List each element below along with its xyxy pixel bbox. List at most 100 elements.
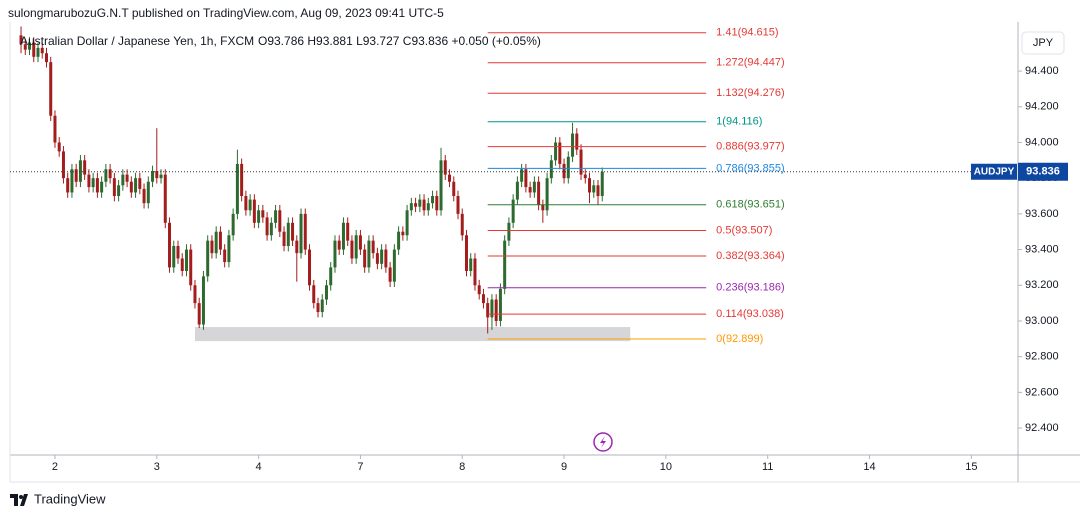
candle-body: [354, 235, 358, 259]
fib-label: 0.886(93.977): [716, 140, 785, 152]
candle-body: [528, 187, 532, 193]
symbol-title: Australian Dollar / Japanese Yen, 1h, FX…: [20, 34, 254, 48]
candle-body: [125, 174, 129, 182]
candle-body: [193, 285, 197, 304]
candle-body: [460, 213, 464, 236]
candle-body: [554, 142, 558, 161]
candle-body: [244, 196, 248, 211]
candle-body: [452, 181, 456, 197]
candle-body: [159, 174, 163, 179]
candle-body: [469, 258, 473, 271]
candle-body: [261, 210, 265, 218]
candle-body: [537, 181, 541, 205]
y-tick-label: 94.000: [1025, 136, 1059, 148]
candle-body: [448, 174, 452, 182]
candle-body: [291, 222, 295, 241]
candle-body: [23, 44, 27, 50]
candle-body: [592, 185, 596, 193]
candle-body: [36, 47, 40, 57]
candle-body: [558, 142, 562, 164]
x-tick-label: 2: [52, 461, 58, 473]
candle-body: [129, 181, 133, 193]
candle-body: [104, 169, 108, 182]
candle-body: [524, 169, 528, 188]
candle-body: [571, 133, 575, 157]
candle-body: [53, 115, 57, 143]
candle-body: [324, 285, 328, 300]
candle-body: [579, 149, 583, 175]
candle-body: [168, 222, 172, 268]
candle-body: [78, 160, 82, 182]
fib-label: 0.786(93.855): [716, 162, 785, 174]
candle-body: [66, 178, 70, 193]
candle-body: [380, 249, 384, 264]
candle-body: [426, 203, 430, 211]
ohlc-summary: O93.786 H93.881 L93.727 C93.836 +0.050 (…: [258, 34, 541, 48]
candle-body: [316, 303, 320, 313]
y-tick-label: 92.800: [1025, 351, 1059, 363]
fib-label: 1.132(94.276): [716, 87, 785, 99]
fib-label: 1.41(94.615): [716, 27, 778, 39]
candle-body: [350, 240, 354, 259]
candle-body: [155, 171, 159, 179]
currency-button[interactable]: [1021, 31, 1065, 55]
candle-body: [443, 160, 447, 175]
candle-body: [418, 199, 422, 207]
candle-body: [218, 231, 222, 250]
candle-body: [341, 222, 345, 250]
candle-body: [142, 188, 146, 204]
candle-body: [477, 285, 481, 295]
candle-body: [401, 231, 405, 236]
candle-body: [435, 196, 439, 211]
candle-body: [405, 210, 409, 236]
candle-body: [197, 303, 201, 325]
candle-body: [286, 222, 290, 246]
candle-body: [329, 267, 333, 286]
fib-label: 0.382(93.364): [716, 250, 785, 262]
candle-body: [541, 204, 545, 211]
brand-name: TradingView: [34, 491, 106, 506]
candle-body: [57, 142, 61, 152]
candle-body: [473, 258, 477, 286]
y-tick-label: 93.400: [1025, 243, 1059, 255]
candle-body: [520, 169, 524, 182]
candle-body: [121, 174, 125, 186]
candle-body: [414, 203, 418, 207]
candle-body: [363, 249, 367, 268]
x-tick-label: 10: [660, 461, 672, 473]
candle-body: [333, 240, 337, 268]
candle-body: [117, 185, 121, 197]
candle-body: [312, 285, 316, 304]
candle-body: [588, 178, 592, 193]
candle-body: [375, 253, 379, 264]
candle-body: [91, 178, 95, 188]
candle-body: [299, 213, 303, 254]
candle-body: [388, 267, 392, 282]
candle-body: [214, 231, 218, 254]
candle-body: [100, 181, 104, 193]
y-tick-label: 93.200: [1025, 279, 1059, 291]
candle-body: [138, 178, 142, 189]
x-tick-label: 8: [459, 461, 465, 473]
candle-body: [163, 174, 167, 223]
x-tick-label: 9: [561, 461, 567, 473]
candle-body: [562, 163, 566, 179]
y-tick-label: 92.400: [1025, 422, 1059, 434]
candle-body: [87, 174, 91, 188]
currency-label[interactable]: JPY: [1033, 37, 1054, 49]
plot: [19, 26, 631, 342]
candle-body: [282, 231, 286, 246]
candle-body: [549, 160, 553, 179]
fib-label: 0.114(93.038): [716, 308, 784, 320]
candle-body: [346, 222, 350, 241]
y-tick-label: 94.400: [1025, 65, 1059, 77]
timezone-icon[interactable]: [593, 432, 613, 452]
candle-body: [274, 210, 278, 223]
candle-body: [566, 156, 570, 179]
candle-body: [206, 240, 210, 277]
candle-body: [151, 171, 155, 182]
candle-body: [248, 199, 252, 211]
candle-body: [422, 199, 426, 211]
candle-body: [70, 169, 74, 193]
